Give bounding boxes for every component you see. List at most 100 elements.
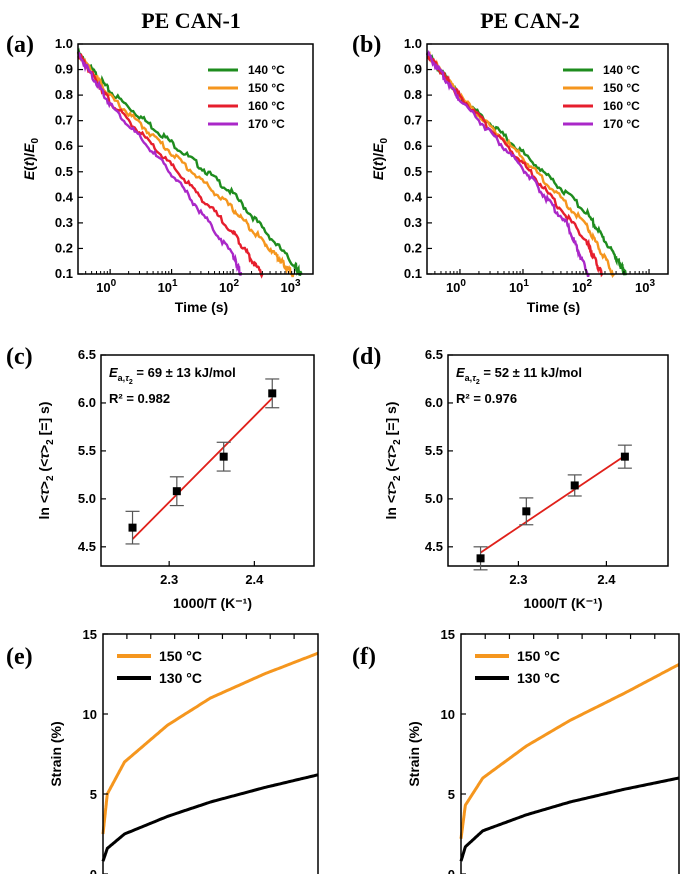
panel-label-d: (d): [352, 344, 381, 370]
legend-label: 170 °C: [603, 117, 640, 131]
arrhenius-plot-d: 4.5 5.0 5.5 6.0 6.5 2.3 2.4 Ea,τ2 = 52 ± 11 kJ/…: [383, 347, 669, 611]
x-axis-label: 1000/T (K⁻¹): [524, 595, 603, 611]
plot-frame: [100, 354, 315, 567]
y-axis-label: E(t)/E0: [370, 137, 390, 180]
legend-label: 150 °C: [248, 81, 285, 95]
x-axis-label: Time (s): [527, 299, 580, 315]
legend-label: 150 °C: [159, 648, 202, 664]
y-tick-label: 5: [448, 787, 455, 802]
series-line-150: [459, 663, 680, 839]
arrhenius-plot-c: 4.5 5.0 5.5 6.0 6.5 2.3 2.4 Ea,τ2 = 69 ± 13 kJ/…: [36, 347, 315, 611]
y-tick-label: 0.2: [55, 240, 73, 255]
legend-label: 130 °C: [159, 670, 202, 686]
y-axis-label: E(t)/E0: [21, 137, 41, 180]
y-tick-label: 4.5: [425, 539, 443, 554]
x-tick-label: 102: [219, 278, 239, 295]
data-point: [268, 389, 277, 398]
legend-label: 160 °C: [248, 99, 285, 113]
y-tick-label: 6.5: [425, 347, 443, 362]
creep-plot-f: 0 5 10 15 Strain (%) 150 °C 130 °C: [406, 627, 680, 874]
plot-frame: [447, 354, 669, 567]
data-point: [570, 481, 579, 490]
y-tick-label: 15: [441, 627, 455, 642]
legend-label: 170 °C: [248, 117, 285, 131]
x-tick-label: 2.4: [597, 572, 616, 587]
y-tick-label: 0.4: [404, 189, 423, 204]
activation-energy-label: Ea,τ2 = 52 ± 11 kJ/mol: [456, 365, 582, 386]
x-tick-label: 101: [509, 278, 529, 295]
y-tick-label: 0.3: [404, 215, 422, 230]
y-tick-label: 5.5: [78, 443, 96, 458]
y-tick-label: 6.0: [425, 395, 443, 410]
y-tick-label: 1.0: [404, 36, 422, 51]
y-tick-label: 5.0: [425, 491, 443, 506]
y-axis-label: ln <τ>2 (<τ>2 [=] s): [36, 402, 56, 520]
panel-label-f: (f): [352, 644, 376, 670]
plot-frame: [77, 43, 314, 275]
panel-label-e: (e): [6, 644, 33, 670]
y-tick-label: 0.9: [55, 62, 73, 77]
y-tick-label: 1.0: [55, 36, 73, 51]
x-axis-label: Time (s): [175, 299, 228, 315]
series-line-130: [101, 773, 319, 862]
data-point: [172, 487, 181, 496]
x-tick-label: 2.4: [245, 572, 264, 587]
y-tick-label: 0.3: [55, 215, 73, 230]
x-tick-label: 2.3: [509, 572, 527, 587]
fit-line: [480, 454, 626, 554]
y-axis-label: ln <τ>2 (<τ>2 [=] s): [383, 402, 403, 520]
relaxation-plot-a: 0.1 0.2 0.3 0.4 0.5 0.6 0.7 0.8 0.9 1.0 100 101 102 1…: [21, 36, 314, 315]
y-tick-label: 0: [90, 867, 97, 874]
y-tick-label: 5.5: [425, 443, 443, 458]
y-tick-label: 0.5: [55, 164, 73, 179]
data-point: [128, 523, 137, 532]
y-tick-label: 15: [83, 627, 97, 642]
y-tick-label: 0.7: [404, 113, 422, 128]
y-tick-label: 4.5: [78, 539, 96, 554]
legend-label: 140 °C: [248, 63, 285, 77]
x-tick-label: 102: [572, 278, 592, 295]
y-tick-label: 10: [83, 707, 97, 722]
x-tick-label: 100: [96, 278, 116, 295]
y-axis-label: Strain (%): [48, 721, 64, 786]
y-tick-label: 0.6: [55, 138, 73, 153]
panel-label-c: (c): [6, 344, 33, 370]
series-line-160: [425, 52, 604, 278]
y-tick-label: 0.1: [404, 266, 422, 281]
r-squared-label: R² = 0.976: [456, 391, 517, 406]
y-axis-label: Strain (%): [406, 721, 422, 786]
y-tick-label: 0.2: [404, 240, 422, 255]
creep-plot-e: 0 5 10 15 Strain (%) 150 °C 130 °C: [48, 627, 319, 874]
series-line-170: [77, 51, 243, 276]
fit-line: [131, 397, 273, 540]
x-axis-label: 1000/T (K⁻¹): [173, 595, 252, 611]
series-line-130: [459, 776, 680, 862]
legend-label: 140 °C: [603, 63, 640, 77]
x-tick-label: 100: [446, 278, 466, 295]
x-tick-label: 101: [158, 278, 178, 295]
legend-label: 160 °C: [603, 99, 640, 113]
x-tick-label: 103: [280, 278, 300, 295]
relaxation-plot-b: 0.1 0.2 0.3 0.4 0.5 0.6 0.7 0.8 0.9 1.0 100 101 102 1…: [370, 36, 669, 315]
y-tick-label: 5.0: [78, 491, 96, 506]
activation-energy-label: Ea,τ2 = 69 ± 13 kJ/mol: [109, 365, 236, 386]
y-tick-label: 0.8: [55, 87, 73, 102]
data-point: [522, 507, 531, 516]
r-squared-label: R² = 0.982: [109, 391, 170, 406]
y-tick-label: 0.8: [404, 87, 422, 102]
data-point: [476, 554, 485, 563]
legend-label: 130 °C: [517, 670, 560, 686]
y-tick-label: 6.5: [78, 347, 96, 362]
panel-label-a: (a): [6, 32, 34, 58]
y-tick-label: 0.1: [55, 266, 73, 281]
panel-label-b: (b): [352, 32, 381, 58]
y-tick-label: 0.5: [404, 164, 422, 179]
y-tick-label: 5: [90, 787, 97, 802]
plot-frame: [426, 43, 669, 275]
x-tick-label: 103: [635, 278, 655, 295]
series-line-170: [426, 50, 590, 278]
x-tick-label: 2.3: [160, 572, 178, 587]
y-tick-label: 0: [448, 867, 455, 874]
legend-label: 150 °C: [603, 81, 640, 95]
